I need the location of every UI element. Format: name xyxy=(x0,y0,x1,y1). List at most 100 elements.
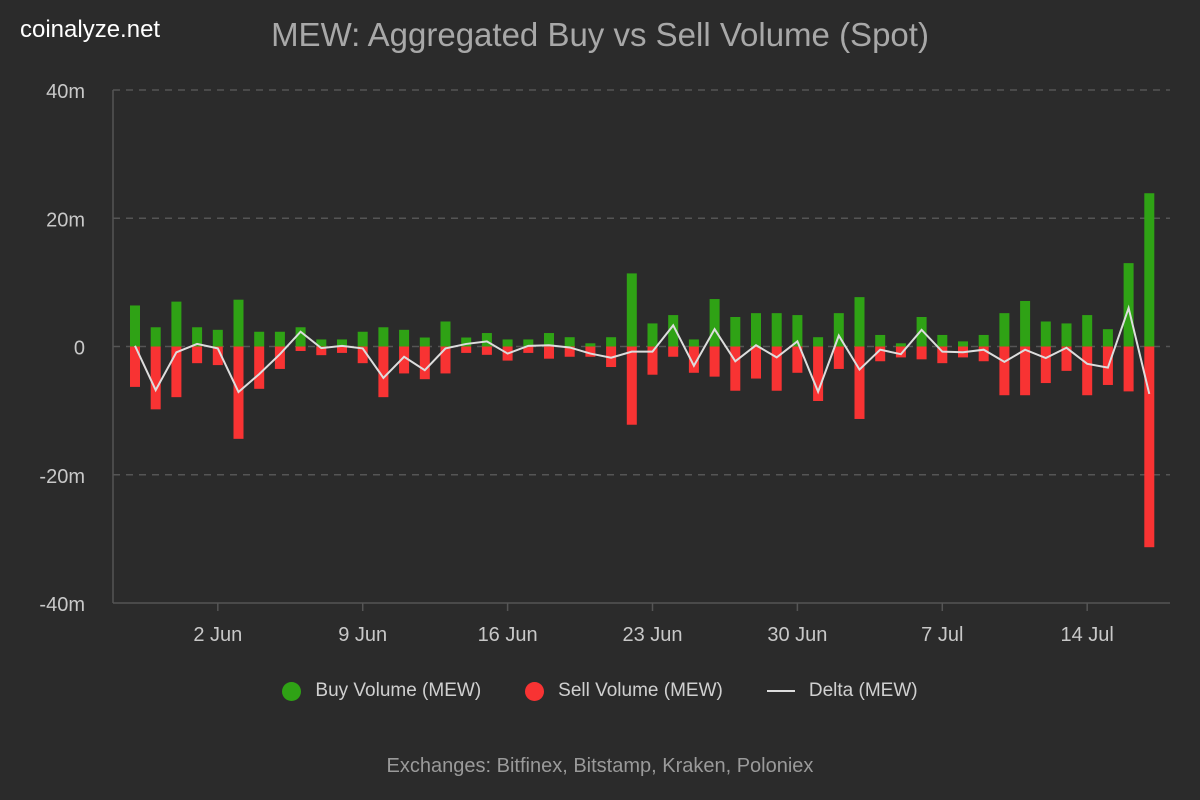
coinalyze-logo[interactable]: coinalyze.net xyxy=(20,16,161,43)
chart-title-text: MEW: Aggregated Buy vs Sell Volume (Spot… xyxy=(271,16,929,53)
sell-bar xyxy=(751,346,761,379)
delta-line-icon xyxy=(766,690,795,692)
buy-bar xyxy=(419,337,430,347)
x-tick-label: 16 Jun xyxy=(478,624,538,646)
delta-line xyxy=(134,304,1151,395)
buy-bar xyxy=(895,343,906,347)
buy-bar xyxy=(274,331,285,347)
buy-bar xyxy=(668,315,679,347)
x-tick-label: 2 Jun xyxy=(193,624,242,646)
buy-bar xyxy=(875,334,886,347)
sell-bar xyxy=(978,346,989,362)
sell-bar xyxy=(378,346,389,398)
buy-bar xyxy=(502,339,513,347)
sell-bar xyxy=(295,346,306,351)
buy-bar xyxy=(958,341,968,347)
sell-bar xyxy=(730,346,741,391)
buy-bar xyxy=(212,329,223,347)
x-tick-label: 23 Jun xyxy=(622,624,682,646)
sell-bar xyxy=(1123,346,1134,392)
buy-bar xyxy=(813,337,824,347)
buy-bar xyxy=(1040,321,1051,347)
legend: Buy Volume (MEW) Sell Volume (MEW) Delta… xyxy=(0,680,1200,702)
sell-bar xyxy=(937,346,948,364)
sell-bar xyxy=(171,346,182,398)
legend-delta-label: Delta (MEW) xyxy=(808,680,918,701)
sell-bar xyxy=(274,346,285,369)
buy-bar xyxy=(461,337,472,347)
sell-bar xyxy=(254,346,265,389)
sell-dot-icon xyxy=(525,681,545,701)
buy-bar xyxy=(399,329,410,347)
sell-bar xyxy=(709,346,720,377)
buy-bar xyxy=(233,299,244,347)
sell-bar xyxy=(564,346,575,357)
buy-bar xyxy=(1061,323,1072,347)
sell-bar xyxy=(895,346,906,358)
sell-bar xyxy=(481,346,492,355)
buy-dot-icon xyxy=(282,681,302,701)
y-tick-label: 40m xyxy=(46,81,85,103)
sell-bar xyxy=(399,346,410,374)
sell-bar xyxy=(1020,346,1031,396)
sell-bar xyxy=(813,346,824,402)
buy-bar xyxy=(357,331,368,347)
sell-bar xyxy=(792,346,803,373)
buy-bar xyxy=(978,334,989,347)
buy-bar xyxy=(337,339,347,347)
buy-bar xyxy=(585,343,596,347)
sell-bar xyxy=(875,346,886,362)
buy-bar xyxy=(295,327,306,347)
buy-bar xyxy=(564,337,575,347)
buy-bar xyxy=(1082,315,1093,347)
buy-bar xyxy=(192,327,203,347)
sell-bar xyxy=(647,346,658,375)
sell-bar xyxy=(688,346,699,373)
buy-bar xyxy=(1123,263,1134,347)
buy-bar xyxy=(854,297,865,347)
x-tick-label: 30 Jun xyxy=(767,624,827,646)
sell-bar xyxy=(668,346,679,357)
buy-bar xyxy=(440,321,451,347)
buy-bar xyxy=(626,273,637,347)
buy-bar xyxy=(709,299,720,347)
buy-bar xyxy=(1102,329,1113,347)
buy-bar xyxy=(316,339,327,347)
buy-bar xyxy=(544,333,554,347)
sell-bar xyxy=(771,346,782,391)
sell-bar xyxy=(419,346,430,380)
x-tick-label: 14 Jul xyxy=(1061,624,1114,646)
sell-bar xyxy=(337,346,347,353)
buy-bar xyxy=(481,333,492,347)
legend-sell-label: Sell Volume (MEW) xyxy=(558,680,723,701)
exchanges-footer: Exchanges: Bitfinex, Bitstamp, Kraken, P… xyxy=(386,755,814,777)
sell-bar xyxy=(440,346,451,374)
buy-bar xyxy=(150,327,161,347)
sell-bar xyxy=(626,346,637,425)
sell-bar xyxy=(1144,346,1155,548)
buy-bar xyxy=(771,313,782,347)
legend-sell[interactable]: Sell Volume (MEW) xyxy=(525,680,723,702)
buy-bar xyxy=(130,305,140,347)
legend-buy[interactable]: Buy Volume (MEW) xyxy=(282,680,481,702)
legend-buy-label: Buy Volume (MEW) xyxy=(315,680,482,701)
x-tick-label: 9 Jun xyxy=(338,624,387,646)
sell-bar xyxy=(357,346,368,364)
y-tick-label: 0 xyxy=(74,338,85,360)
chart-title: MEW: Aggregated Buy vs Sell Volume (Spot… xyxy=(0,16,1200,54)
buy-bar xyxy=(1144,193,1155,347)
legend-delta[interactable]: Delta (MEW) xyxy=(766,680,918,702)
sell-bar xyxy=(150,346,161,410)
buy-bar xyxy=(916,317,927,347)
sell-bar xyxy=(212,346,223,366)
buy-bar xyxy=(792,315,803,347)
buy-bar xyxy=(647,323,658,347)
x-tick-label: 7 Jul xyxy=(921,624,963,646)
sell-bar xyxy=(523,346,534,353)
sell-bar xyxy=(130,346,140,387)
sell-bar xyxy=(1040,346,1051,384)
sell-bar xyxy=(544,346,554,359)
y-tick-label: -20m xyxy=(39,466,85,488)
sell-bar xyxy=(585,346,596,357)
